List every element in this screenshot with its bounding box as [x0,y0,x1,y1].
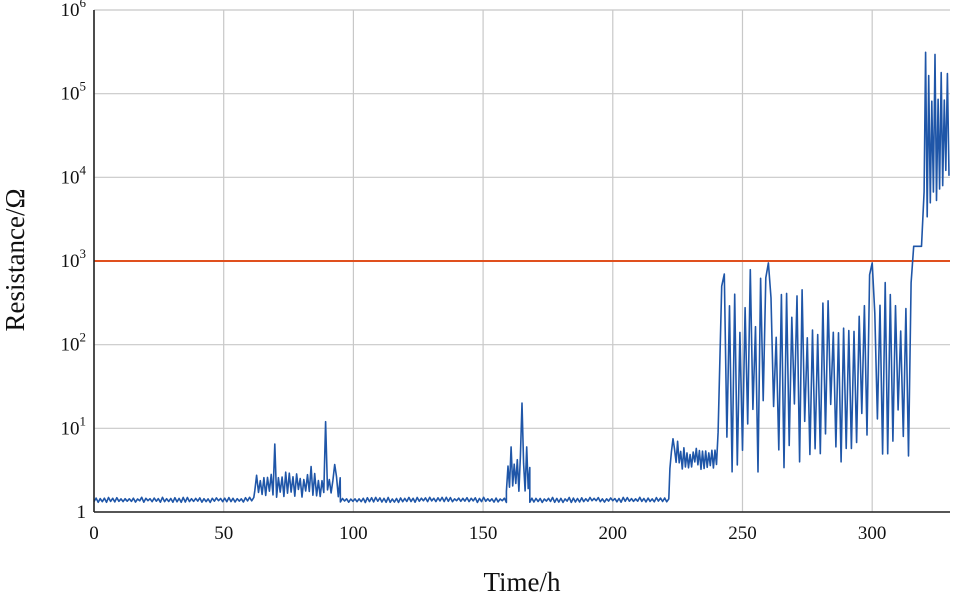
x-tick-label: 300 [858,523,887,544]
y-axis-title: Resistance/Ω [0,188,30,331]
x-tick-label: 150 [469,523,498,544]
x-tick-label: 200 [599,523,628,544]
x-tick-labels: 0 50 100 150 200 250 300 [89,523,886,544]
y-tick-label: 101 [61,413,87,439]
x-axis-title: Time/h [483,567,561,597]
x-tick-label: 50 [214,523,233,544]
y-tick-label: 105 [61,79,87,105]
y-tick-label: 106 [61,0,87,21]
x-tick-label: 0 [89,523,99,544]
y-tick-label: 102 [61,330,87,356]
y-tick-label: 104 [61,162,87,188]
y-tick-label: 103 [61,246,87,272]
x-tick-label: 100 [339,523,368,544]
series-line [93,51,950,504]
x-tick-label: 250 [728,523,757,544]
y-tick-label: 1 [77,502,87,523]
series-layer [93,51,950,504]
plot-frame [93,10,950,513]
y-tick-labels: 1 101 102 103 104 105 106 [61,0,87,523]
